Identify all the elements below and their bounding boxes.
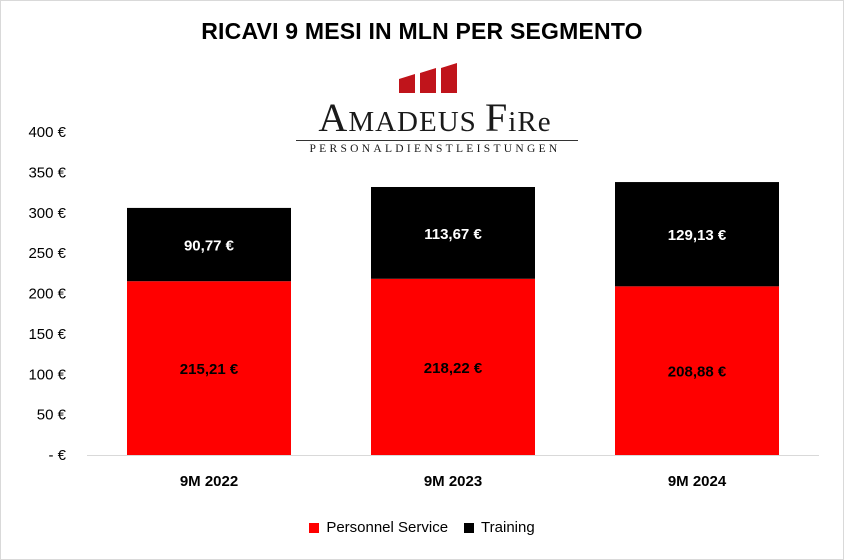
data-label: 129,13 € — [668, 227, 727, 244]
legend: Personnel Service Training — [0, 519, 844, 537]
data-label: 208,88 € — [668, 364, 727, 381]
y-tick-label: 200 € — [28, 286, 66, 303]
y-tick-label: 300 € — [28, 205, 66, 222]
x-tick-label: 9M 2023 — [424, 473, 482, 490]
y-tick-label: 100 € — [28, 366, 66, 383]
logo-bar-3 — [441, 63, 457, 93]
logo-bar-2 — [420, 68, 436, 93]
logo-bar-1 — [399, 74, 415, 93]
bars — [127, 182, 779, 455]
bar-labels: 215,21 € 90,77 € 218,22 € 113,67 € 208,88 € 1… — [180, 226, 727, 381]
data-label: 215,21 € — [180, 361, 239, 378]
bar-training — [615, 182, 779, 287]
x-tick-label: 9M 2024 — [668, 473, 727, 490]
data-label: 218,22 € — [424, 360, 483, 377]
legend-item: Training — [464, 519, 535, 536]
logo-subtitle: PERSONALDIENSTLEISTUNGEN — [309, 143, 561, 155]
bar-personnel-service — [615, 286, 779, 455]
chart-title: RICAVI 9 MESI IN MLN PER SEGMENTO — [201, 18, 643, 44]
legend-swatch — [464, 522, 475, 533]
logo-bars-icon — [399, 63, 457, 93]
y-tick-label: 400 € — [28, 124, 66, 141]
y-tick-label: 250 € — [28, 245, 66, 262]
y-tick-label: - € — [48, 447, 66, 464]
logo-divider — [296, 140, 578, 141]
bar-personnel-service — [127, 281, 291, 455]
y-tick-label: 150 € — [28, 326, 66, 343]
legend-label: Training — [481, 519, 535, 536]
y-axis: - € 50 € 100 € 150 € 200 € 250 € 300 € 350 € 400… — [28, 124, 66, 464]
x-tick-label: 9M 2022 — [180, 473, 238, 490]
legend-label: Personnel Service — [326, 519, 449, 536]
x-axis: 9M 2022 9M 2023 9M 2024 — [87, 455, 819, 490]
logo-wordmark: AMADEUS FiRe — [318, 95, 552, 140]
y-tick-label: 50 € — [37, 407, 67, 424]
amadeus-fire-logo: AMADEUS FiRe PERSONALDIENSTLEISTUNGEN — [280, 60, 590, 155]
legend-item: Personnel Service — [309, 519, 448, 536]
bar-training — [371, 186, 535, 279]
bar-personnel-service — [371, 278, 535, 455]
data-label: 90,77 € — [184, 238, 235, 255]
bar-training — [127, 207, 291, 282]
legend-swatch — [309, 522, 320, 533]
y-tick-label: 350 € — [28, 164, 66, 181]
data-label: 113,67 € — [424, 226, 482, 243]
